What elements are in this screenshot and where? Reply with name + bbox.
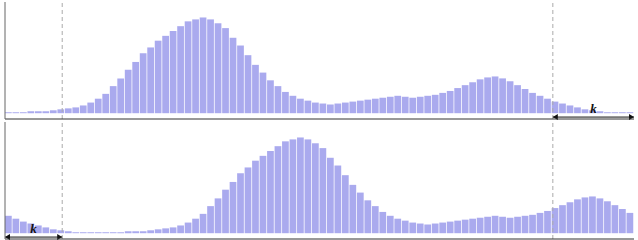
svg-text:k: k <box>590 101 597 116</box>
svg-text:k: k <box>30 221 37 236</box>
